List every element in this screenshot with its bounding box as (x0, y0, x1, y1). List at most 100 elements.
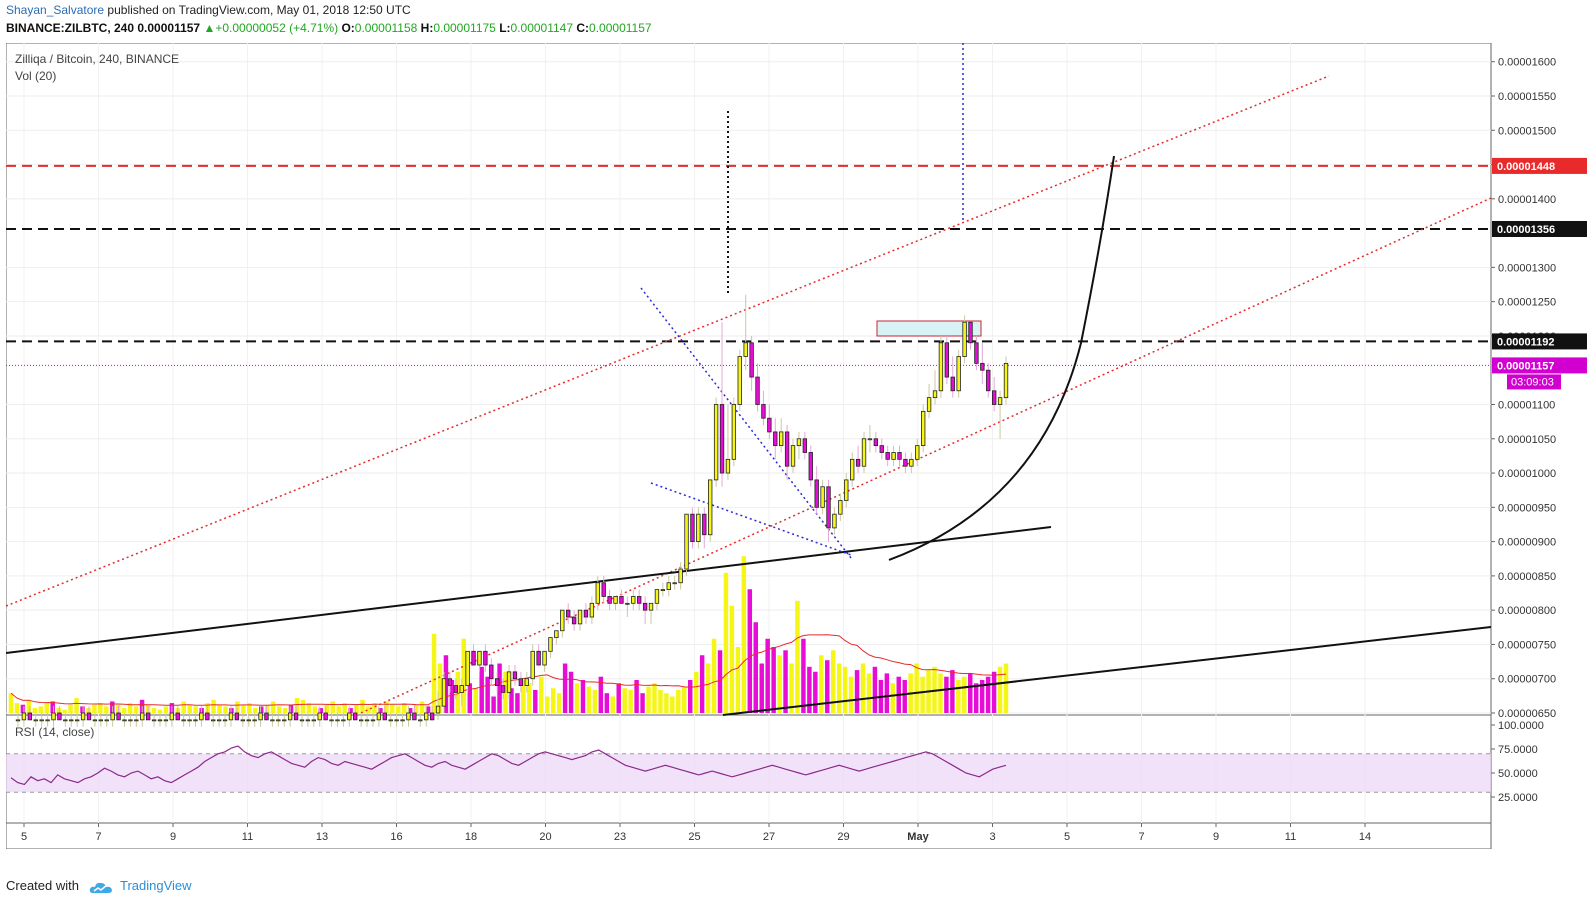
candle-body (719, 404, 725, 474)
time-axis: 5 7 9 11 13 16 18 20 23 25 27 29 May 3 5 7 9 11 14 (21, 823, 1371, 843)
candle-body (625, 602, 630, 605)
volume-bar (598, 676, 604, 713)
volume-bar (562, 663, 568, 713)
candle-body (891, 452, 896, 460)
volume-bar (26, 699, 32, 713)
volume-bar (86, 708, 91, 713)
volume-bar (825, 660, 830, 713)
volume-bar (300, 699, 306, 713)
candle-body (619, 596, 624, 604)
candle-body (435, 705, 441, 714)
candle-body (453, 685, 458, 693)
price-tick-label: 0.00001400 (1498, 194, 1556, 206)
price-label-bg (1492, 157, 1587, 174)
high-value: 0.00001175 (433, 21, 496, 35)
chart-title: Zilliqa / Bitcoin, 240, BINANCE (15, 52, 180, 66)
candle-body (104, 719, 109, 722)
price-tick-label: 0.00000900 (1498, 537, 1556, 549)
volume-bar (807, 666, 812, 713)
volume-bar (991, 671, 997, 713)
footer: Created with TradingView (6, 878, 192, 894)
candle-body (353, 712, 358, 721)
volume-bar (699, 655, 705, 713)
candle-body (406, 712, 411, 721)
time-tick-label: 3 (989, 831, 995, 843)
volume-bar (270, 701, 276, 713)
chart-canvas[interactable]: 5 7 9 11 13 16 18 20 23 25 27 29 May 3 5 7 9 11 14 (6, 43, 1491, 849)
candle-body (489, 664, 494, 680)
candle-body (57, 712, 62, 721)
candle-body (63, 719, 68, 722)
candle-body (199, 712, 204, 721)
volume-bar (735, 647, 741, 713)
candle-body (216, 719, 222, 722)
candle-body (678, 568, 683, 584)
volume-bar (813, 671, 818, 713)
tradingview-link[interactable]: TradingView (120, 878, 192, 893)
volume-bar (860, 663, 866, 713)
author-link[interactable]: Shayan_Salvatore (6, 3, 105, 17)
candle-body (838, 500, 843, 515)
volume-bar (425, 706, 431, 713)
volume-bar (390, 704, 395, 713)
price-axis[interactable]: 0.000016000.000015500.000015000.00001450… (1491, 43, 1588, 849)
candle-body (240, 719, 245, 722)
candle-body (536, 650, 541, 666)
time-tick-label: 18 (465, 831, 477, 843)
candle-body (471, 650, 476, 666)
volume-bar (497, 663, 502, 713)
volume-bar (842, 666, 848, 713)
candle-body (997, 397, 1003, 405)
candle-body (850, 458, 855, 481)
volume-bar (533, 689, 538, 713)
volume-bar (98, 703, 103, 713)
volume-bar (968, 673, 973, 713)
candle-body (773, 431, 778, 447)
candle-body (554, 630, 559, 638)
volume-bar (854, 670, 860, 713)
candle-body (589, 602, 595, 618)
candle-body (169, 712, 174, 721)
volume-bar (294, 698, 300, 713)
volume-bar (396, 706, 401, 713)
candle-body (968, 321, 973, 344)
volume-bar (556, 693, 562, 713)
volume-bar (884, 673, 890, 713)
rsi-pane (6, 745, 1491, 793)
candle-body (441, 678, 447, 707)
candle-body (920, 410, 926, 447)
volume-bar (723, 572, 729, 713)
volume-bar (378, 708, 383, 713)
volume-bar (1003, 663, 1009, 713)
volume-bar (151, 708, 157, 713)
candle-body (713, 404, 719, 481)
volume-bar (997, 666, 1003, 713)
candle-body (672, 582, 677, 585)
change-value: +0.00000052 (+4.71%) (215, 21, 339, 35)
time-tick-label: 13 (316, 831, 328, 843)
candle-body (743, 342, 748, 357)
candle-body (394, 719, 399, 722)
volume-bar (32, 708, 38, 713)
time-tick-label: 11 (1285, 831, 1296, 843)
ohlc-line: BINANCE:ZILBTC, 240 0.00001157 ▲+0.00000… (6, 21, 652, 35)
volume-bar (944, 676, 949, 713)
candle-body (400, 719, 405, 722)
volume-bar (676, 689, 681, 713)
volume-bar (682, 686, 687, 713)
volume-bar (163, 706, 169, 713)
candle-body (140, 712, 145, 721)
volume-bar (407, 708, 413, 713)
candle-body (915, 445, 920, 460)
candle-body (548, 637, 553, 652)
candle-body (974, 342, 979, 364)
candle-body (932, 390, 938, 399)
volume-bar (401, 703, 407, 713)
volume-bar (574, 683, 580, 713)
volume-bar (652, 683, 657, 713)
candle-body (790, 445, 796, 467)
volume-bar (866, 673, 872, 713)
volume-bar (640, 693, 645, 713)
volume-bar (419, 701, 425, 713)
volume-bar (568, 671, 574, 713)
